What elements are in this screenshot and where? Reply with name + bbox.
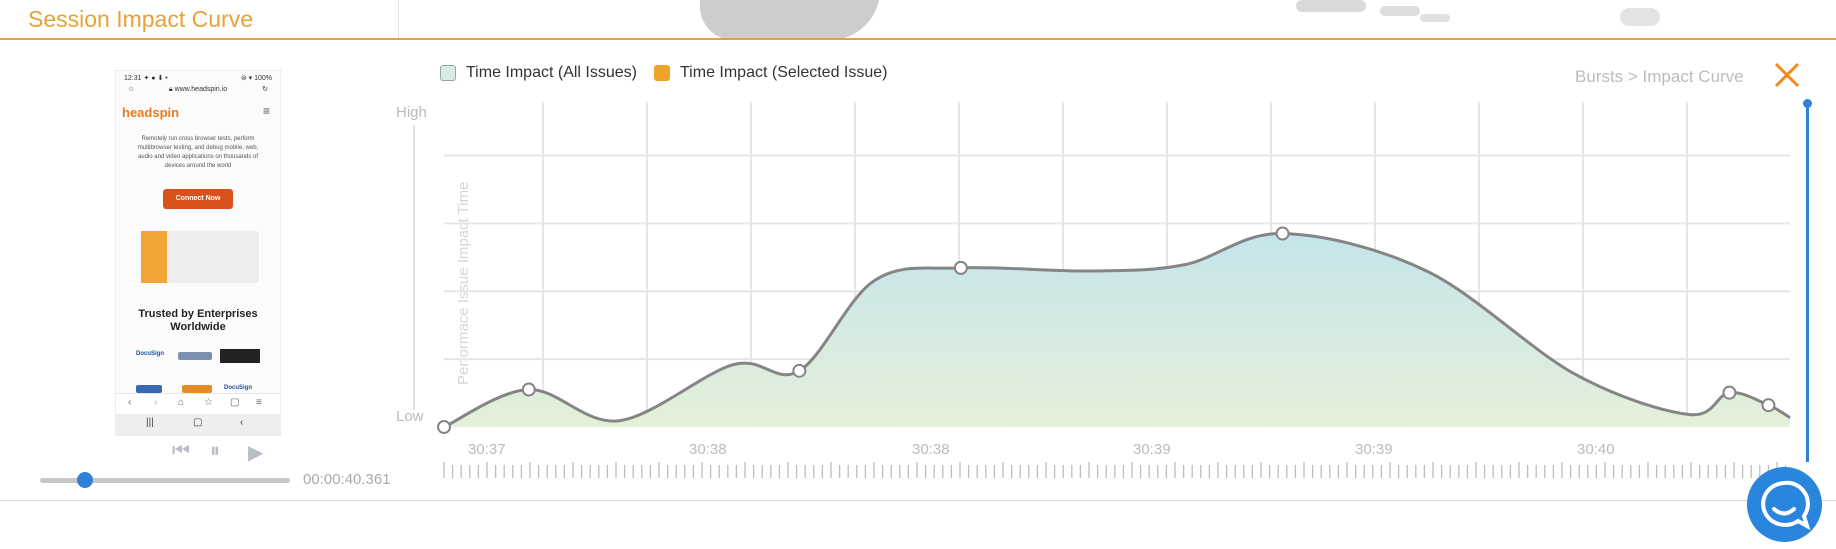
map-landmass-1 [700,0,880,38]
trusted-heading: Trusted by Enterprises Worldwide [138,308,258,333]
logo-5 [182,385,212,393]
phone-description: Remotely run cross browser tests, perfor… [137,136,259,169]
phone-logo: headspin [122,105,180,120]
legend-label-selected-issue: Time Impact (Selected Issue) [680,64,888,81]
header-bar: Session Impact Curve [0,0,1836,40]
logo-2 [178,352,212,360]
playback-timecode: 00:00:40.361 [303,471,391,488]
phone-card-accent [141,231,167,283]
phone-url-bar: ☆ 🔒︎ www.headspin.io ↻ [116,83,280,97]
x-tick-label-3: 30:38 [912,441,950,458]
back-button-icon: ‹ [240,417,244,428]
logo-4 [136,385,162,393]
legend-label-all-issues: Time Impact (All Issues) [466,64,637,81]
playback-slider-track[interactable] [40,478,290,483]
header-divider [398,0,399,38]
x-tick-label-2: 30:38 [689,441,727,458]
logo-1: DocuSign [136,351,164,357]
y-tick-low: Low [396,408,424,425]
impact-curve [443,232,1791,429]
footer-divider [0,500,1836,501]
map-landmass-4 [1420,14,1450,22]
phone-system-nav: ||| ▢ ‹ [116,414,280,435]
map-landmass-5 [1620,8,1660,26]
phone-status-right: ⊜ ▾ 100% [240,75,272,82]
bookmark-icon: ☆ [204,397,213,408]
menu-icon: ≡ [256,397,262,408]
phone-url: www.headspin.io [174,86,228,93]
x-tick-label-6: 30:40 [1577,441,1615,458]
legend-swatch-all-issues [440,65,456,81]
play-icon[interactable]: ▶ [248,442,264,464]
menu-icon: ≡ [262,104,270,118]
home-button-icon: ▢ [193,417,203,428]
chart-grid [444,102,1790,427]
legend-all-issues[interactable]: Time Impact (All Issues) [440,64,637,82]
data-point-marker-5 [1722,385,1737,400]
close-icon[interactable] [1772,60,1802,90]
logo-3 [220,349,260,363]
phone-status-left: 12:31 ✦ ● ⬇ • [124,75,168,82]
chat-icon [1761,480,1811,531]
map-landmass-3 [1380,6,1420,16]
x-tick-label-1: 30:37 [468,441,506,458]
data-point-marker-3 [953,260,968,275]
chart-markers [437,226,1776,434]
connect-now-button: Connect Now [163,189,233,209]
y-axis-title: Performace Issue Impact Time [455,181,472,385]
x-tick-label-4: 30:39 [1133,441,1171,458]
data-point-marker-0 [437,420,451,434]
legend-swatch-selected-issue [654,65,670,81]
reload-icon: ↻ [262,86,268,93]
device-screen[interactable]: 12:31 ✦ ● ⬇ • ⊜ ▾ 100% ☆ 🔒︎ www.headspin… [115,70,281,436]
impact-area [444,233,1790,427]
data-point-marker-6 [1761,398,1776,413]
back-icon: ‹ [128,397,132,408]
chat-button[interactable] [1747,467,1822,542]
recents-icon: ||| [146,417,154,428]
timeline-ticks [443,462,1787,478]
playback-slider-handle[interactable] [77,472,93,488]
home-icon: ⌂ [178,397,185,408]
data-point-marker-1 [521,382,536,397]
data-point-marker-2 [792,363,807,378]
x-tick-label-5: 30:39 [1355,441,1393,458]
logo-6: DocuSign [224,385,252,391]
skip-back-icon[interactable]: ⏮ [172,440,190,462]
lock-icon: 🔒︎ [168,86,175,93]
data-point-marker-4 [1275,226,1290,241]
tabs-icon: ▢ [230,397,240,408]
page-title: Session Impact Curve [28,6,253,32]
logo-grid: DocuSign DocuSign [116,343,280,403]
y-tick-high: High [396,104,427,121]
breadcrumb: Bursts > Impact Curve [1575,67,1744,86]
forward-icon: › [154,397,158,408]
pause-icon[interactable]: ⏸ [210,440,220,462]
timeline-cursor-line[interactable] [1806,102,1809,462]
phone-browser-nav: ‹ › ⌂ ☆ ▢ ≡ [116,393,280,414]
map-landmass-2 [1296,0,1366,12]
legend-selected-issue[interactable]: Time Impact (Selected Issue) [654,64,887,82]
home-icon: ☆ [128,86,135,93]
